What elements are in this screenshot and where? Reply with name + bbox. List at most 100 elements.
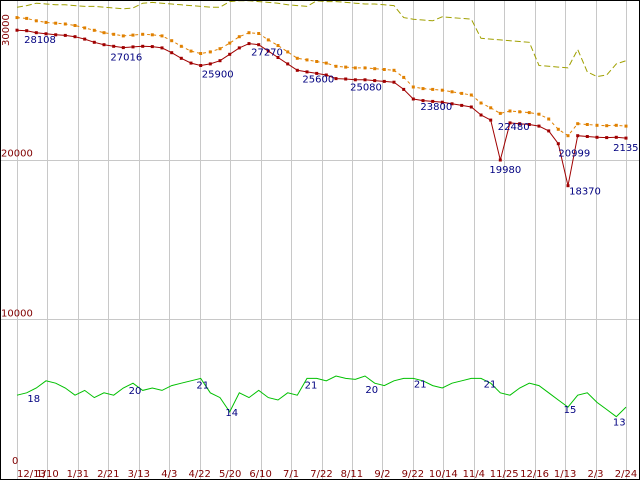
series-marker (382, 79, 386, 83)
series-marker (421, 99, 425, 103)
series-line (16, 375, 627, 418)
series-marker (537, 124, 541, 128)
series-marker (605, 124, 609, 128)
series-marker (112, 44, 116, 48)
series-marker (392, 68, 396, 72)
y-tick-label: 20000 (1, 149, 33, 160)
series-marker (363, 78, 367, 82)
series-marker (63, 33, 67, 37)
series-marker (334, 64, 338, 68)
data-annotation: 19980 (489, 165, 521, 176)
series-marker (73, 24, 77, 27)
series-marker (44, 32, 48, 36)
series-marker (469, 93, 473, 97)
series-main-red (15, 28, 628, 188)
series-marker (73, 35, 77, 39)
series-marker (624, 124, 628, 128)
data-annotation: 18 (27, 394, 40, 405)
series-marker (179, 56, 183, 60)
series-marker (286, 50, 290, 54)
data-annotation: 27016 (110, 53, 142, 64)
data-annotation: 21 (305, 380, 318, 391)
series-marker (257, 43, 261, 47)
series-marker (334, 77, 338, 81)
series-marker (228, 52, 232, 56)
annotations: 28108 27016 25900 27270 25600 25080 23800 22480… (24, 35, 640, 429)
series-marker (498, 111, 502, 115)
series-marker (247, 42, 251, 46)
x-tick-label: 10/14 (429, 469, 458, 480)
series-marker (547, 117, 551, 121)
series-marker (54, 21, 58, 25)
x-tick-label: 7/22 (310, 469, 332, 480)
series-upper-dashed-olive (16, 0, 627, 78)
y-tick-label: 30000 (1, 14, 12, 46)
data-annotation: 14 (225, 408, 238, 419)
series-marker (324, 61, 328, 65)
series-marker (489, 106, 493, 110)
series-marker (431, 87, 435, 91)
x-tick-label: 4/22 (188, 469, 210, 480)
series-marker (305, 58, 309, 62)
series-marker (450, 90, 454, 94)
series-marker (411, 97, 415, 101)
series-marker (585, 135, 589, 138)
series-lower-green (16, 375, 627, 418)
series-marker (547, 129, 551, 133)
series-marker (150, 45, 154, 49)
series-marker (131, 45, 135, 49)
series-marker (421, 87, 425, 91)
series-marker (83, 26, 87, 30)
series-marker (54, 33, 58, 37)
series-marker (247, 31, 251, 35)
y-axis-labels: 0 10000 20000 30000 (1, 14, 33, 467)
series-marker (179, 44, 183, 48)
series-marker (392, 80, 396, 84)
series-marker (44, 20, 48, 24)
series-marker (373, 79, 377, 83)
series-marker (402, 87, 406, 91)
series-marker (460, 91, 464, 95)
data-annotation: 21 (414, 379, 427, 390)
series-marker (102, 31, 106, 35)
series-marker (402, 75, 406, 79)
series-marker (92, 28, 96, 32)
x-tick-label: 1/13 (554, 469, 576, 480)
data-annotation: 13 (613, 418, 626, 429)
series-marker (527, 111, 531, 115)
data-annotation: 23800 (420, 102, 452, 113)
series-marker (508, 121, 512, 125)
series-marker (276, 56, 280, 59)
data-annotation: 18370 (569, 187, 601, 198)
series-marker (527, 123, 531, 126)
series-line (16, 29, 627, 186)
data-annotation: 25600 (302, 74, 334, 85)
series-marker (353, 78, 357, 82)
series-marker (102, 43, 106, 47)
series-marker (266, 38, 270, 42)
series-marker (266, 49, 270, 53)
series-marker (537, 112, 541, 116)
x-tick-label: 2/24 (615, 469, 637, 480)
series-marker (160, 34, 164, 38)
series-marker (315, 60, 319, 63)
data-annotation: 20 (365, 385, 378, 396)
data-annotation: 25080 (350, 83, 382, 94)
series-marker (479, 101, 483, 105)
x-tick-label: 9/2 (374, 469, 390, 480)
series-marker (83, 37, 87, 41)
series-marker (295, 68, 299, 72)
x-tick-label: 7/1 (283, 469, 299, 480)
series-marker (614, 123, 618, 127)
series-marker (373, 67, 377, 71)
series-marker (382, 68, 386, 71)
series-marker (295, 56, 299, 60)
series-marker (218, 47, 222, 51)
x-tick-label: 6/10 (249, 469, 271, 480)
data-annotation: 20 (129, 386, 142, 397)
series-marker (160, 46, 164, 50)
series-marker (112, 32, 116, 36)
series-marker (324, 73, 328, 77)
